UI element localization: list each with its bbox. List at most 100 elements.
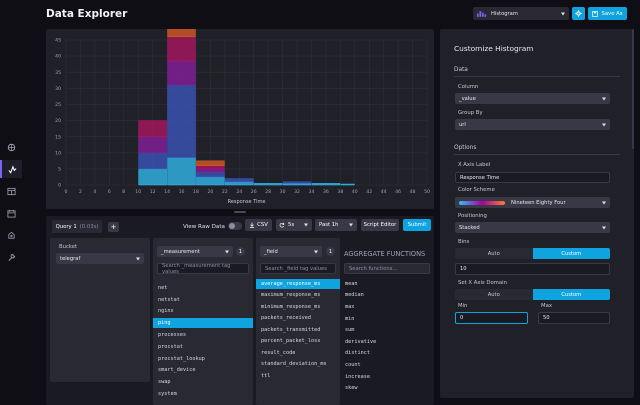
x-tick-label: 34 [309, 189, 315, 195]
aggregate-function-item[interactable]: count [345, 361, 361, 368]
bins-input[interactable]: 10 [455, 263, 610, 275]
customize-panel: Customize Histogram Data Column _value G… [440, 29, 634, 398]
field-list-item[interactable]: minimum_response_ms [261, 303, 321, 310]
x-tick-label: 22 [222, 189, 228, 195]
y-tick-label: 30 [55, 86, 61, 92]
measurement-list-item[interactable]: system [158, 390, 177, 397]
functions-search-input[interactable]: Search functions... [344, 263, 430, 274]
field-search-input[interactable]: Search _field tag values [260, 263, 336, 274]
measurement-list-item[interactable]: procstat_lookup [158, 355, 205, 362]
submit-button[interactable]: Submit [403, 219, 431, 231]
nav-data-explorer-icon[interactable] [0, 138, 22, 156]
chevron-down-icon [349, 223, 353, 227]
aggregate-function-item[interactable]: min [345, 315, 355, 322]
add-query-button[interactable]: + [108, 222, 119, 232]
histogram-bar-segment [196, 171, 225, 178]
measurement-list-item[interactable]: swap [158, 379, 171, 386]
x-tick-label: 42 [366, 189, 372, 195]
histogram-bar-segment [196, 165, 225, 170]
query-tab[interactable]: Query 1 (0.03s) [52, 220, 102, 233]
aggregate-function-item[interactable]: median [345, 292, 364, 299]
x-tick-label: 30 [280, 189, 286, 195]
domain-auto-option[interactable]: Auto [487, 291, 500, 298]
y-tick-label: 10 [55, 150, 61, 156]
measurement-selector: _measurement 1 Search _measurement tag v… [153, 238, 253, 405]
field-list-item[interactable]: maximum_response_ms [261, 292, 321, 299]
measurement-list-item[interactable]: netstat [158, 296, 180, 303]
view-raw-data-toggle[interactable] [228, 222, 242, 230]
nav-graph-icon[interactable] [0, 160, 22, 178]
aggregate-function-item[interactable]: skew [345, 385, 358, 392]
download-icon [250, 222, 255, 228]
customize-scrollbar[interactable] [632, 29, 634, 149]
save-as-button[interactable]: Save As [588, 7, 627, 20]
time-range-dropdown[interactable]: Past 1h [315, 219, 357, 231]
histogram-bar-segment [167, 157, 196, 186]
aggregate-function-item[interactable]: distinct [345, 350, 370, 357]
y-tick-label: 40 [55, 54, 61, 60]
data-section-title: Data [454, 67, 468, 73]
panel-resize-handle[interactable] [46, 210, 434, 214]
measurement-list-item[interactable]: smart_device [158, 367, 196, 374]
aggregate-function-item[interactable]: increase [345, 373, 370, 380]
x-tick-label: 2 [79, 189, 82, 195]
measurement-list-item[interactable]: net [158, 284, 168, 291]
field-count-badge: 1 [326, 247, 335, 256]
x-tick-label: 28 [265, 189, 271, 195]
measurement-list-item[interactable]: ping [153, 318, 253, 328]
domain-custom-option[interactable]: Custom [532, 289, 610, 300]
measurement-list-item[interactable]: processes [158, 331, 187, 338]
nav-settings-wrench-icon[interactable] [0, 248, 22, 266]
histogram-bar-segment [196, 168, 225, 173]
field-list-item[interactable]: packets_transmitted [261, 326, 321, 333]
group-by-dropdown[interactable]: url [455, 119, 610, 130]
chevron-down-icon [602, 226, 606, 229]
measurement-count-badge: 1 [236, 247, 245, 256]
field-list-item[interactable]: ttl [261, 372, 271, 379]
histogram-bar-segment [282, 181, 312, 184]
options-section-title: Options [454, 145, 477, 151]
histogram-bar-segment [253, 183, 283, 186]
x-tick-label: 4 [93, 189, 96, 195]
nav-dashboards-icon[interactable] [0, 182, 22, 200]
column-dropdown[interactable]: _value [455, 93, 610, 104]
bins-custom-option[interactable]: Custom [532, 248, 610, 259]
measurement-list-item[interactable]: nginx [158, 308, 174, 315]
measurement-list-item[interactable]: procstat [158, 343, 183, 350]
aggregate-function-item[interactable]: mean [345, 280, 358, 287]
field-list-item[interactable]: result_code [261, 349, 296, 356]
field-list-item[interactable]: packets_received [261, 315, 311, 322]
aggregate-function-item[interactable]: sum [345, 327, 355, 334]
histogram-bar-segment [196, 176, 225, 186]
nav-alerts-icon[interactable] [0, 226, 22, 244]
histogram-bar-segment [225, 181, 254, 186]
field-list-item[interactable]: standard_deviation_ms [261, 361, 327, 368]
measurement-key-dropdown[interactable]: _measurement [157, 246, 233, 257]
bins-toggle: Auto Custom [455, 248, 610, 259]
script-editor-button[interactable]: Script Editor [361, 219, 399, 231]
y-tick-label: 25 [55, 102, 61, 108]
visualization-type-dropdown[interactable]: Histogram [473, 7, 569, 20]
nav-tasks-icon[interactable] [0, 204, 22, 222]
x-axis-label-input[interactable]: Response Time [455, 172, 610, 183]
field-key-dropdown[interactable]: _field [260, 246, 322, 257]
settings-button[interactable] [572, 7, 585, 20]
histogram-bar-segment [138, 152, 167, 170]
measurement-search-input[interactable]: Search _measurement tag values [157, 263, 249, 275]
y-tick-label: 5 [58, 166, 61, 172]
csv-button[interactable]: CSV [245, 219, 272, 231]
aggregate-function-item[interactable]: max [345, 303, 355, 310]
y-tick-label: 20 [55, 118, 61, 124]
aggregate-function-item[interactable]: derivative [345, 338, 377, 345]
field-list-item[interactable]: average_response_ms [256, 279, 340, 289]
bucket-dropdown[interactable]: telegraf [56, 253, 144, 264]
histogram-bar-segment [167, 60, 196, 86]
histogram-bar-segment [225, 178, 254, 183]
domain-min-input[interactable]: 0 [455, 312, 528, 324]
positioning-dropdown[interactable]: Stacked [455, 222, 610, 233]
field-list-item[interactable]: percent_packet_loss [261, 338, 321, 345]
bins-auto-option[interactable]: Auto [487, 250, 500, 257]
color-scheme-dropdown[interactable]: Nineteen Eighty Four [455, 197, 610, 208]
domain-max-input[interactable]: 50 [538, 312, 610, 324]
auto-refresh-dropdown[interactable]: 5s [276, 219, 312, 231]
